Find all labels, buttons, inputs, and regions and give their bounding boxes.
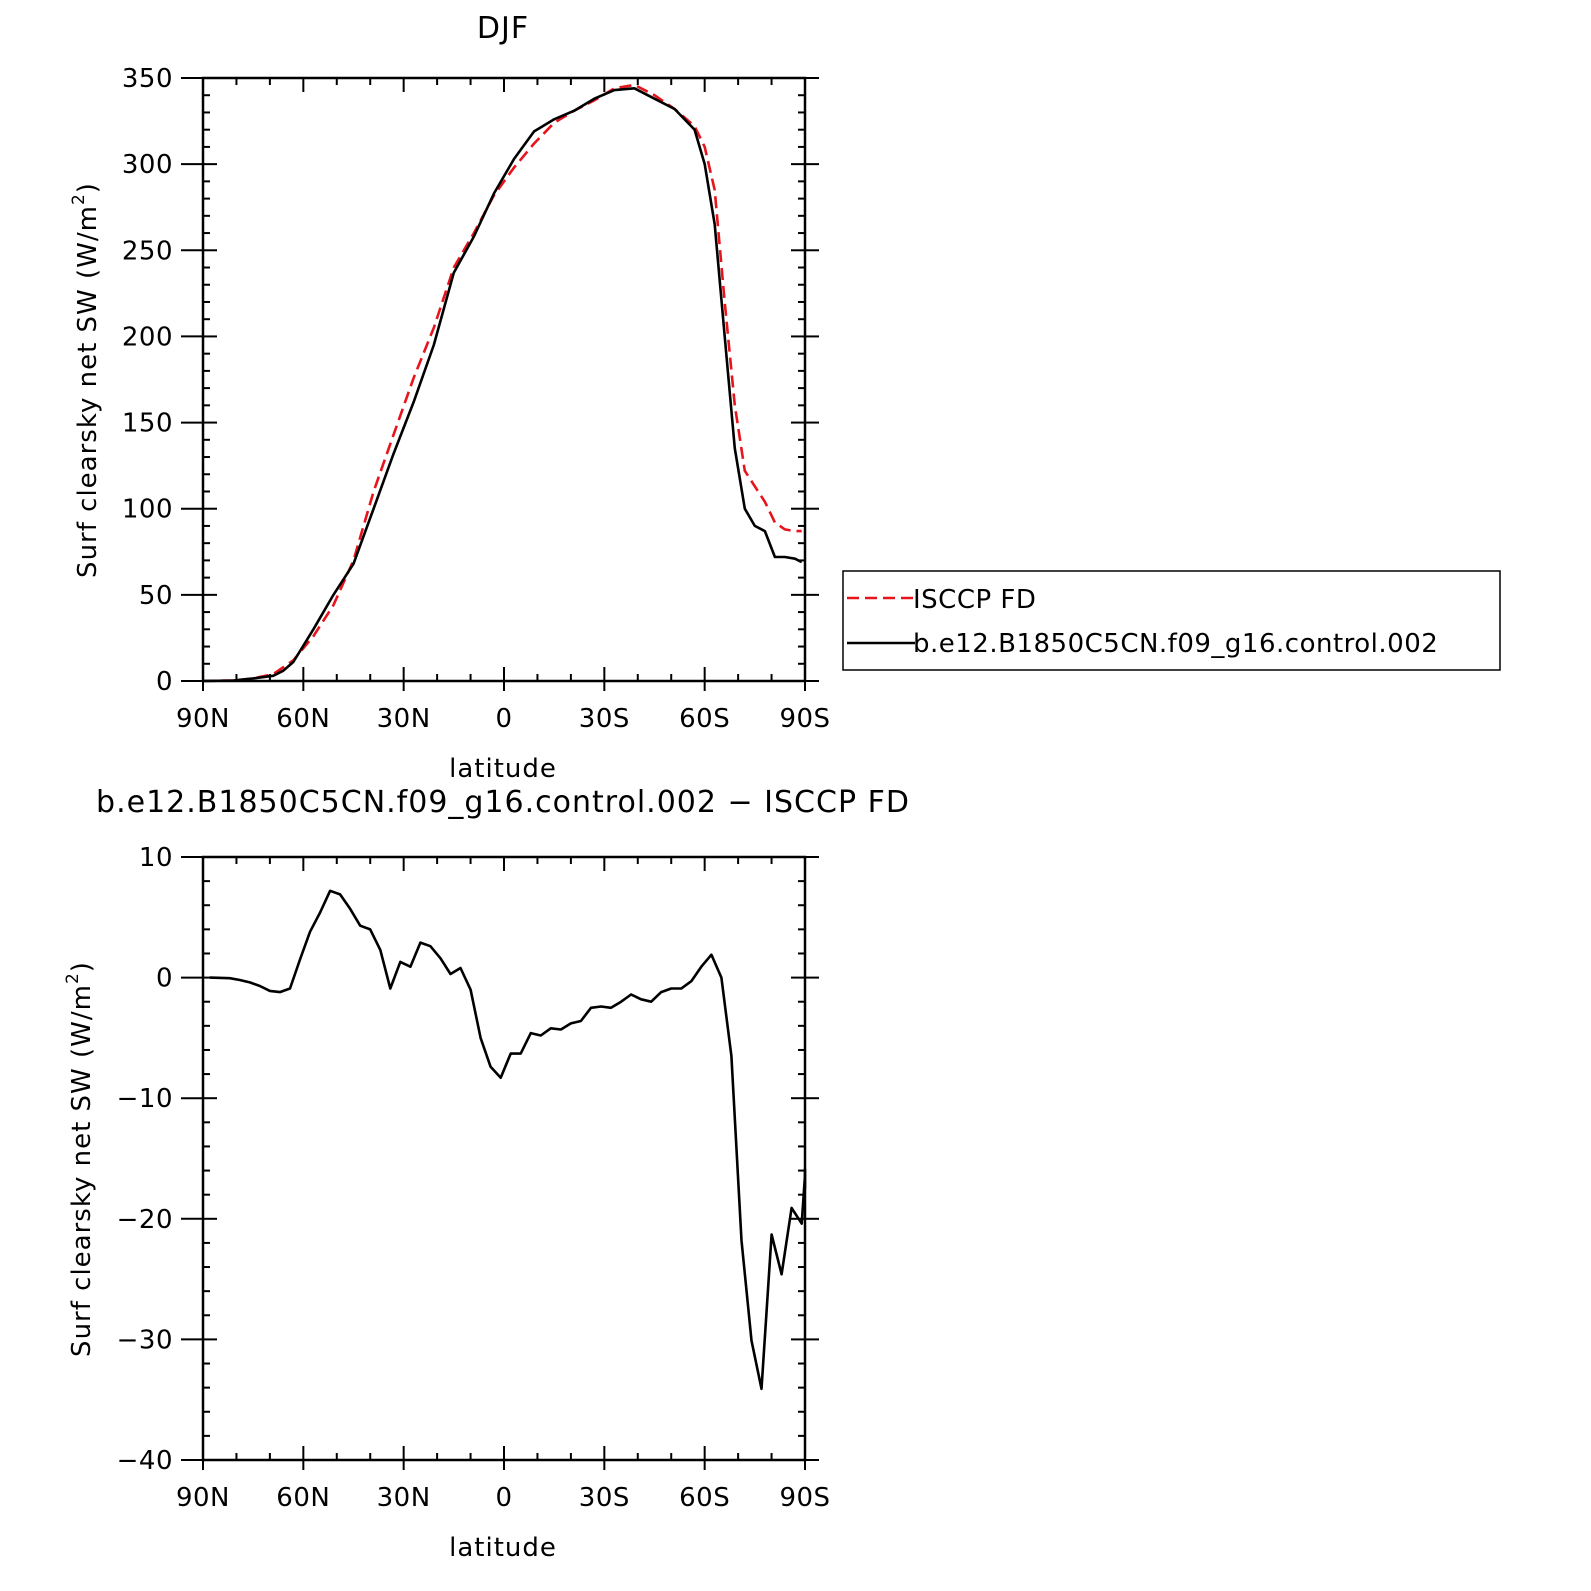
y-tick-label: −40 [117, 1446, 173, 1476]
bottom-y-axis-label: Surf clearsky net SW (W/m2) [63, 961, 97, 1357]
bottom-plot-frame [201, 855, 807, 1462]
top-y-axis-label-text: Surf clearsky net SW (W/m [73, 205, 103, 578]
bottom-tick-labels: 90N 60N 30N 0 30S 60S 90S 10 0 −10 −20 −30 −40 [117, 843, 830, 1513]
legend: ISCCP FD b.e12.B1850C5CN.f09_g16.control… [842, 570, 1501, 671]
y-tick-label: 100 [122, 495, 173, 525]
x-tick-label: 90N [176, 704, 230, 734]
y-tick-label: −10 [117, 1084, 173, 1114]
bottom-series-group [209, 889, 807, 1391]
top-plot-frame [201, 76, 807, 683]
series-line-isccp [202, 83, 802, 683]
y-tick-label: 350 [122, 64, 173, 94]
y-tick-label: 10 [139, 843, 173, 873]
y-tick-label: 0 [156, 964, 173, 994]
legend-box [842, 570, 1501, 671]
bottom-y-axis-label-close: ) [67, 961, 97, 972]
x-tick-label: 90S [779, 704, 830, 734]
x-tick-label: 0 [495, 704, 512, 734]
y-tick-label: 50 [139, 581, 173, 611]
top-y-axis-label-close: ) [73, 182, 103, 193]
top-y-axis-label-sup: 2 [69, 193, 89, 205]
y-tick-label: 300 [122, 150, 173, 180]
x-tick-label: 90N [176, 1483, 230, 1513]
y-tick-label: −30 [117, 1325, 173, 1355]
bottom-ticks [181, 856, 819, 1470]
x-tick-label: 30N [377, 704, 431, 734]
top-tick-labels: 90N 60N 30N 0 30S 60S 90S 0 50 100 150 200 250 300 350 [122, 64, 830, 734]
bottom-x-axis-label: latitude [449, 1533, 557, 1563]
y-tick-label: 200 [122, 322, 173, 352]
series-line-model [209, 889, 807, 1391]
y-tick-label: 0 [156, 667, 173, 697]
x-tick-label: 60N [276, 1483, 330, 1513]
top-chart-title: DJF [477, 11, 529, 46]
x-tick-label: 60N [276, 704, 330, 734]
x-tick-label: 30S [579, 1483, 630, 1513]
legend-label-isccp: ISCCP FD [913, 585, 1036, 615]
x-tick-label: 60S [679, 704, 730, 734]
legend-label-model: b.e12.B1850C5CN.f09_g16.control.002 [913, 629, 1438, 659]
bottom-y-axis-label-text: Surf clearsky net SW (W/m [67, 984, 97, 1357]
y-tick-label: 250 [122, 236, 173, 266]
top-y-axis-label: Surf clearsky net SW (W/m2) [69, 182, 103, 578]
bottom-chart-title: b.e12.B1850C5CN.f09_g16.control.002 − IS… [96, 785, 910, 820]
bottom-y-axis-label-sup: 2 [63, 972, 83, 984]
x-tick-label: 0 [495, 1483, 512, 1513]
y-tick-label: −20 [117, 1205, 173, 1235]
top-panel: DJF 90N 60N 30N 0 30S 60S 90S 0 50 100 150 200 250 30… [69, 11, 1501, 784]
top-ticks [181, 77, 819, 691]
bottom-panel: b.e12.B1850C5CN.f09_g16.control.002 − IS… [63, 785, 910, 1563]
x-tick-label: 30N [377, 1483, 431, 1513]
y-tick-label: 150 [122, 409, 173, 439]
x-tick-label: 90S [779, 1483, 830, 1513]
x-tick-label: 60S [679, 1483, 730, 1513]
series-line-model [202, 87, 803, 683]
top-series-group [202, 83, 803, 683]
x-tick-label: 30S [579, 704, 630, 734]
top-x-axis-label: latitude [449, 754, 557, 784]
